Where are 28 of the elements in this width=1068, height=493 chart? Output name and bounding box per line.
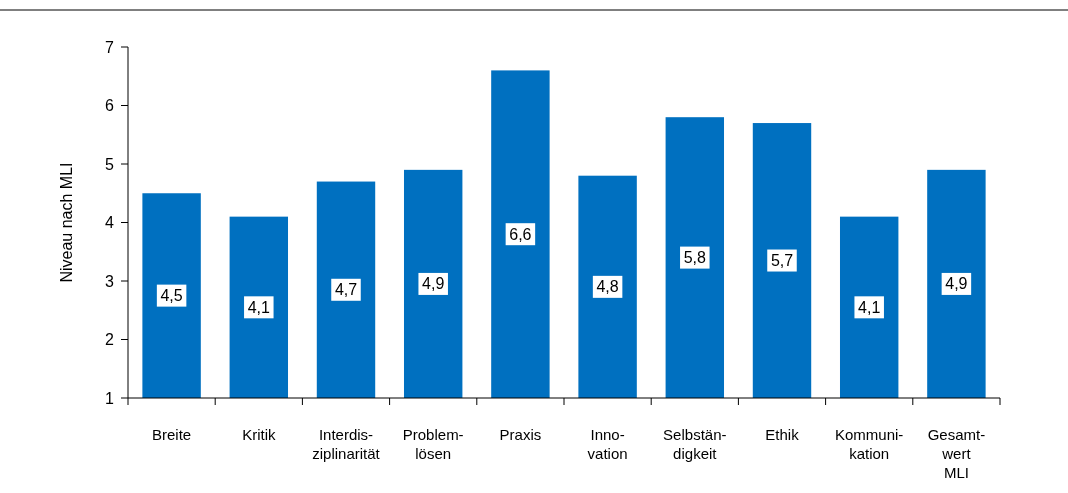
- x-tick-label: Problem- lösen: [402, 426, 464, 462]
- y-tick-label: 1: [105, 389, 115, 407]
- data-label: 5,8: [683, 249, 707, 267]
- x-tick-label: Kommuni- kation: [835, 426, 904, 462]
- data-label: 4,1: [247, 298, 271, 316]
- y-tick-label: 5: [105, 155, 115, 173]
- x-tick-label: Ethik: [765, 426, 800, 443]
- data-label: 4,8: [596, 278, 619, 296]
- y-tick-label: 3: [105, 272, 115, 290]
- x-tick-label: Gesamt- wert MLI: [927, 426, 986, 481]
- y-tick-label: 7: [105, 38, 115, 56]
- data-label: 4,9: [422, 275, 445, 293]
- data-label: 4,5: [160, 287, 183, 305]
- data-label: 4,1: [858, 298, 881, 316]
- y-axis-title: Niveau nach MLI: [58, 162, 75, 283]
- x-tick-label: Kritik: [242, 426, 276, 443]
- y-tick-label: 4: [105, 214, 115, 231]
- data-label: 4,9: [945, 275, 968, 293]
- x-tick-label: Breite: [152, 426, 192, 443]
- x-tick-label: Praxis: [499, 426, 542, 443]
- x-tick-label: Selbstän- digkeit: [663, 426, 727, 462]
- data-label: 6,6: [509, 225, 532, 243]
- y-tick-label: 6: [105, 97, 115, 114]
- data-label: 4,7: [334, 281, 358, 299]
- x-tick-label: Inno- vation: [587, 426, 628, 462]
- data-label: 5,7: [770, 252, 794, 270]
- y-tick-label: 2: [105, 331, 115, 348]
- x-tick-label: Interdis- ziplinarität: [312, 426, 381, 462]
